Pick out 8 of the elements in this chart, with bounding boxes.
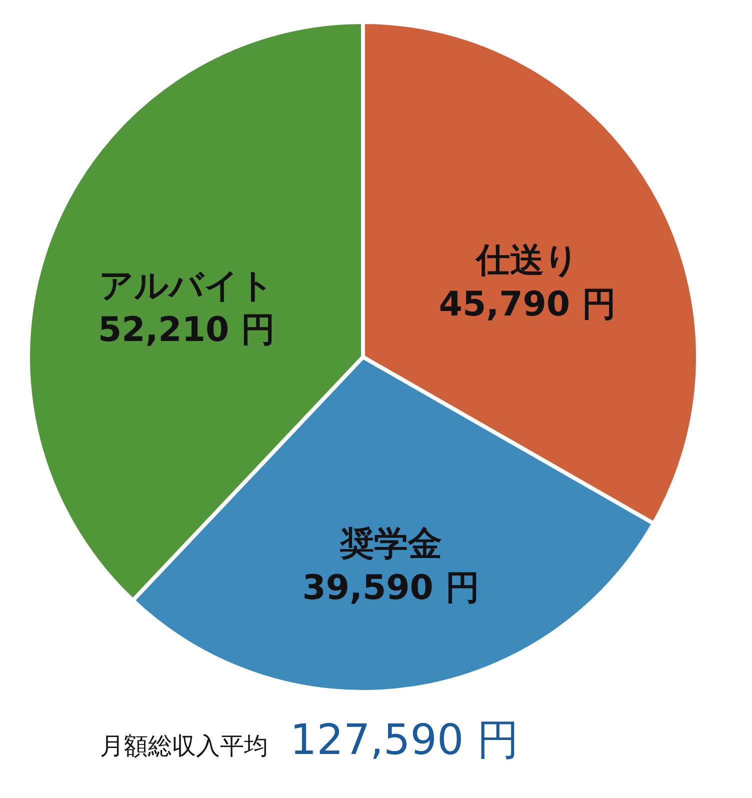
- data-label: 39,590 円: [302, 568, 480, 608]
- data-label: 45,790 円: [438, 284, 616, 325]
- text: 月額総収入平均: [100, 732, 268, 760]
- slice-label: 奨学金: [338, 524, 442, 564]
- slice-label: アルバイト: [98, 266, 274, 306]
- slice-label: 仕送り: [474, 240, 579, 281]
- data-label: 52,210 円: [98, 310, 275, 350]
- text: 127,590 円: [290, 715, 520, 764]
